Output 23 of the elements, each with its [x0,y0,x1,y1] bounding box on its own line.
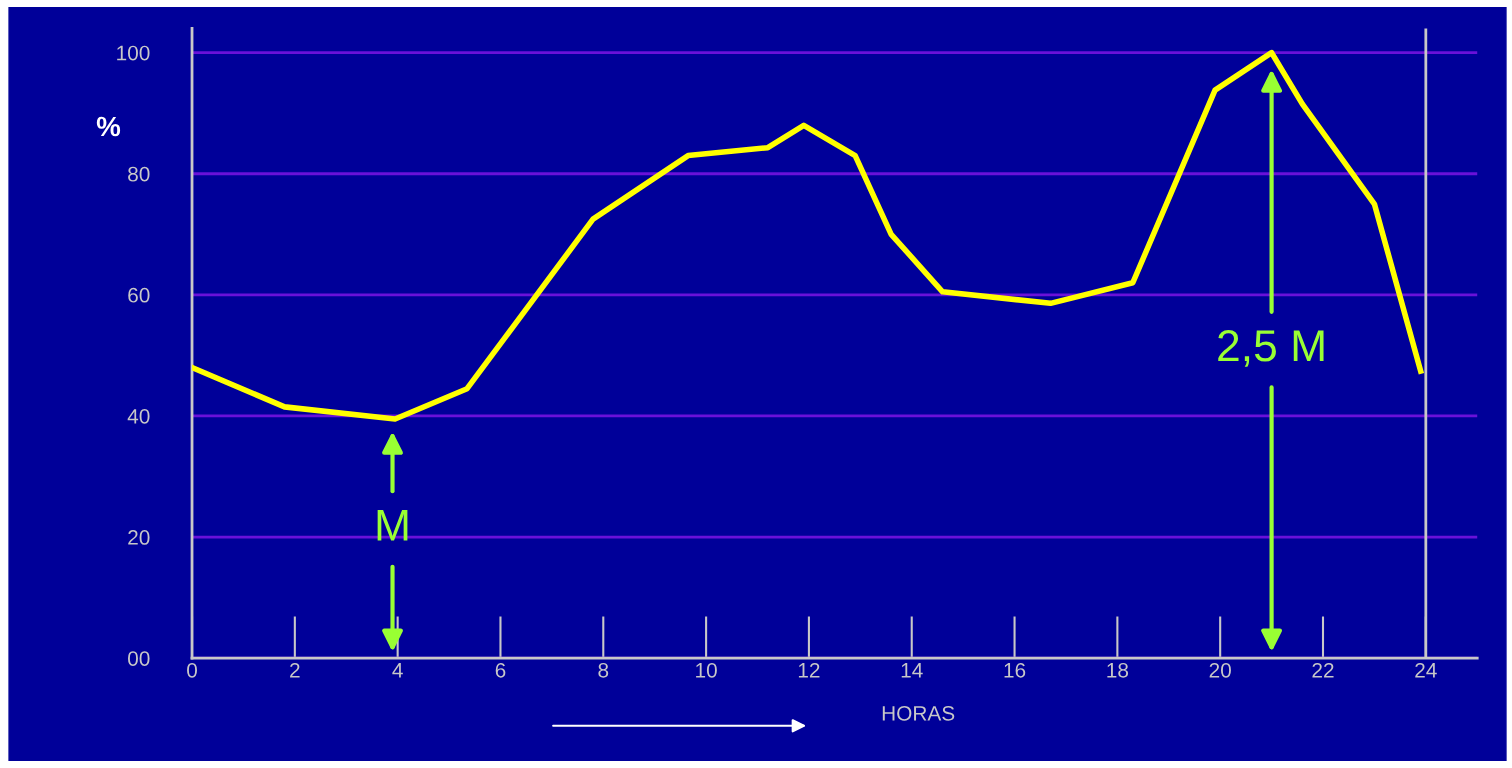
x-tick-label: 24 [1415,662,1437,678]
annotation: 2,5 M [1218,330,1324,367]
x-tick-label: 4 [392,663,403,678]
x-tick-label: 10 [696,662,717,678]
y-tick-label: 80 [128,166,150,182]
y-tick-label: 60 [128,287,150,303]
x-tick-label: 22 [1312,662,1334,678]
y-tick-label: 40 [127,408,150,424]
y-tick-label: 20 [128,530,150,545]
annotation: M [377,509,408,541]
x-tick-label: 12 [798,662,820,678]
x-tick-label: 20 [1209,662,1231,678]
y-axis-title: % [96,116,121,137]
x-tick-label: 14 [901,663,923,678]
y-tick-label: 100 [117,45,150,61]
x-axis-title: HORAS [882,705,955,721]
x-tick-label: 16 [1004,662,1026,678]
x-tick-label: 2 [290,662,300,678]
x-tick-label: 8 [598,662,609,678]
x-tick-label: 18 [1107,662,1129,678]
x-tick-label: 0 [187,662,197,678]
y-tick-label: 00 [128,651,150,666]
x-tick-label: 6 [495,662,506,678]
